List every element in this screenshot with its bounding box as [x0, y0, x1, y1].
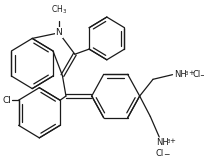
Text: +: + [168, 138, 174, 144]
Text: N: N [55, 28, 62, 37]
Text: −: − [198, 71, 204, 80]
Text: 3: 3 [165, 139, 169, 144]
Text: Cl: Cl [191, 70, 199, 79]
Text: CH$_3$: CH$_3$ [51, 4, 67, 16]
Text: +: + [187, 70, 193, 76]
Text: −: − [163, 150, 169, 159]
Text: NH: NH [155, 138, 167, 147]
Text: NH: NH [173, 70, 186, 79]
Text: 3: 3 [184, 71, 187, 76]
Text: Cl: Cl [3, 96, 11, 105]
Text: Cl: Cl [155, 149, 163, 158]
